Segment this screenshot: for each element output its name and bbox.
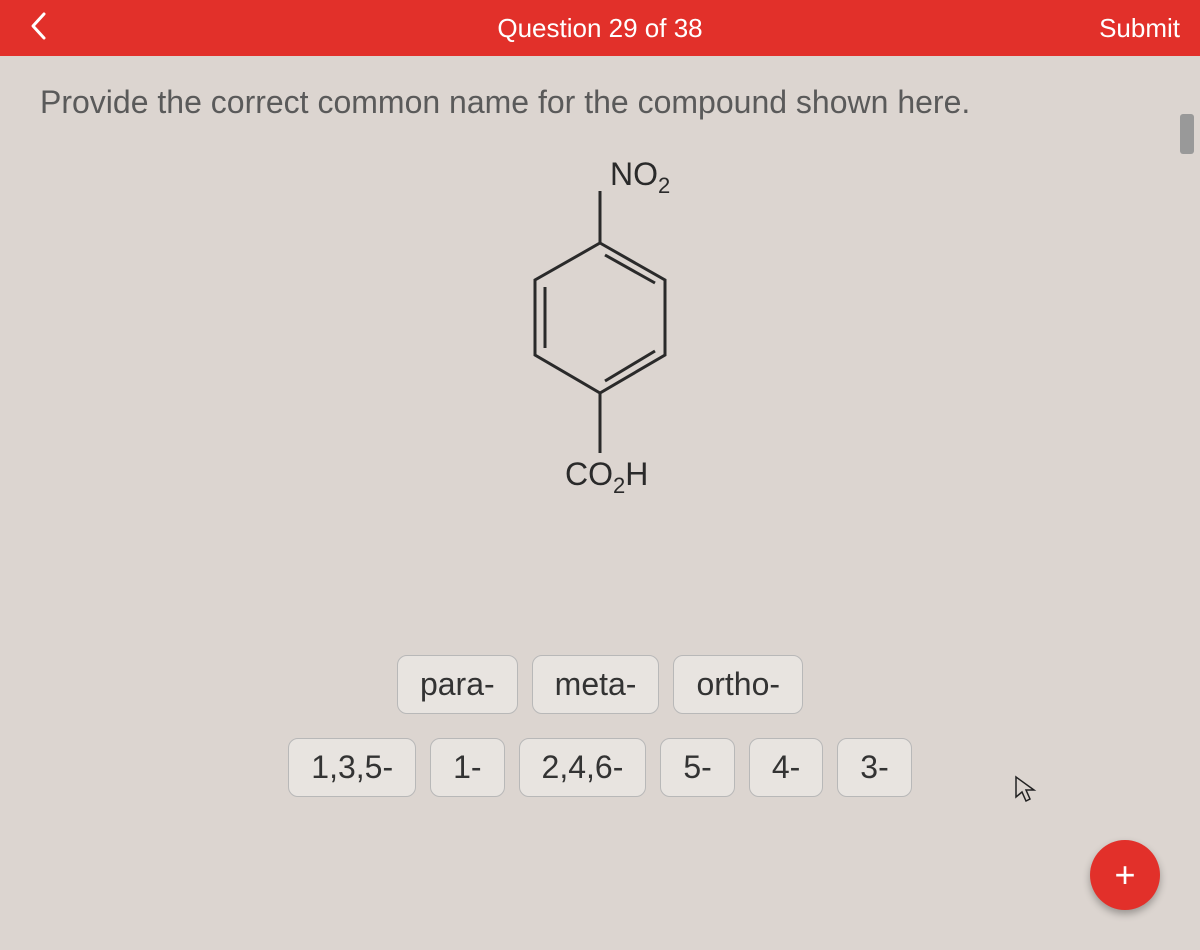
option-2-4-6[interactable]: 2,4,6- [519,738,647,797]
option-1-3-5[interactable]: 1,3,5- [288,738,416,797]
bottom-group-tail: H [625,456,648,492]
option-meta[interactable]: meta- [532,655,660,714]
option-4[interactable]: 4- [749,738,823,797]
question-prompt: Provide the correct common name for the … [40,80,1160,125]
svg-text:NO2: NO2 [610,156,670,198]
options-row-1: para- meta- ortho- [40,655,1160,714]
chevron-left-icon [28,10,48,42]
molecule-area: NO2 CO2H [40,155,1160,535]
option-1[interactable]: 1- [430,738,504,797]
answer-options: para- meta- ortho- 1,3,5- 1- 2,4,6- 5- 4… [40,655,1160,797]
back-button[interactable] [20,10,56,47]
scroll-indicator[interactable] [1180,114,1194,154]
plus-icon: + [1114,854,1135,896]
options-row-2: 1,3,5- 1- 2,4,6- 5- 4- 3- [40,738,1160,797]
submit-button[interactable]: Submit [1099,13,1180,44]
header-bar: Question 29 of 38 Submit [0,0,1200,56]
compound-structure: NO2 CO2H [480,155,720,535]
svg-text:CO2H: CO2H [565,456,648,498]
option-5[interactable]: 5- [660,738,734,797]
top-group-label: NO [610,156,658,192]
bottom-group-sub: 2 [613,473,625,498]
add-button[interactable]: + [1090,840,1160,910]
option-3[interactable]: 3- [837,738,911,797]
bottom-group-label: CO [565,456,613,492]
option-ortho[interactable]: ortho- [673,655,803,714]
question-counter: Question 29 of 38 [497,13,702,44]
option-para[interactable]: para- [397,655,518,714]
content-area: Provide the correct common name for the … [0,56,1200,950]
top-group-sub: 2 [658,173,670,198]
